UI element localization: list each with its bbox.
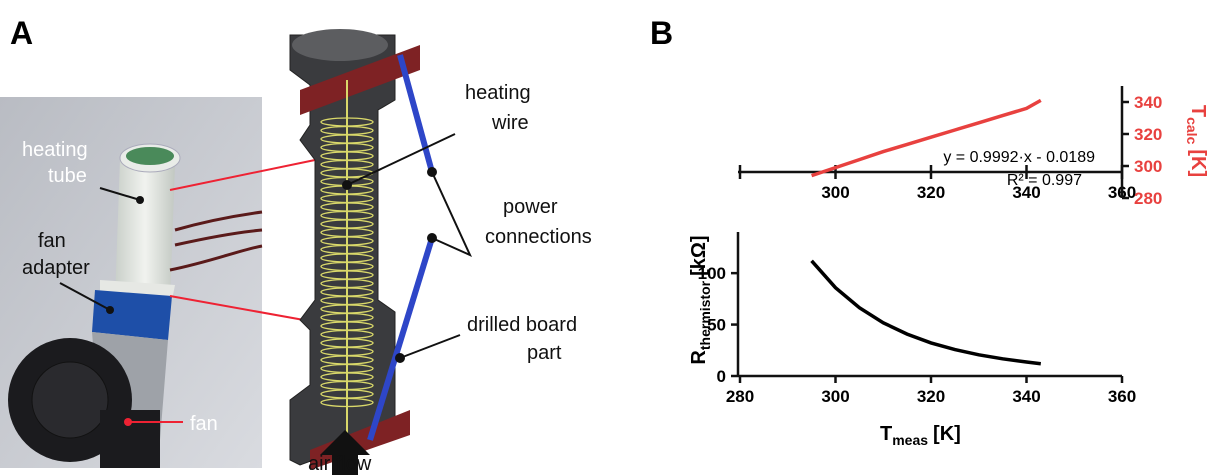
label: heating [465, 82, 531, 104]
label: part [527, 342, 562, 364]
leader-dot [106, 306, 114, 314]
leader-dot [427, 233, 437, 243]
y-tick-label: 320 [1134, 125, 1162, 144]
title-main: T [1187, 105, 1209, 117]
y-tick-label: 340 [1134, 93, 1162, 112]
title-unit: [K] [933, 423, 961, 445]
x-tick-label: 360 [1108, 387, 1136, 406]
x-tick-label: 340 [1012, 387, 1040, 406]
tube-board [126, 147, 174, 165]
title-unit: [K] [1187, 149, 1209, 177]
x-axis-title: Tmeas [K] [880, 423, 961, 448]
y-tick-label: 0 [717, 367, 726, 386]
annotation: y = 0.9992·x - 0.0189 [943, 149, 1095, 166]
y-tick-label: 300 [1134, 157, 1162, 176]
title-sub: meas [892, 432, 928, 448]
label: fan [190, 413, 218, 435]
x-tick-label: 340 [1012, 183, 1040, 202]
x-tick-label: 320 [917, 183, 945, 202]
leader-dot [342, 180, 352, 190]
label: adapter [22, 257, 90, 279]
data-line [812, 261, 1041, 364]
panel-label: A [10, 15, 33, 51]
label: connections [485, 226, 592, 248]
leader-dot [124, 418, 132, 426]
label: drilled board [467, 314, 577, 336]
housing-rim [292, 29, 388, 61]
title-main: T [880, 423, 892, 445]
tube [115, 160, 175, 300]
adapter-band [92, 290, 172, 340]
label: heating [22, 139, 88, 161]
label: air flow [308, 453, 372, 475]
title-main: R [688, 350, 710, 365]
figure: A B heating tube fan adapter fan [0, 0, 1224, 476]
label: fan [38, 230, 66, 252]
leader-dot [136, 196, 144, 204]
y-axis-title: Tcalc [K] [1184, 105, 1209, 177]
x-tick-label: 300 [821, 387, 849, 406]
label: power [503, 196, 558, 218]
x-tick-label: 280 [726, 387, 754, 406]
panel-label: B [650, 15, 673, 51]
y-tick-label: 100 [698, 264, 726, 283]
leader-dot [395, 353, 405, 363]
diagram [290, 29, 432, 470]
x-tick-label: 320 [917, 387, 945, 406]
leader-dot [427, 167, 437, 177]
label: tube [48, 165, 87, 187]
x-tick-label: 300 [821, 183, 849, 202]
title-sub: calc [1184, 117, 1200, 144]
fan-hub [32, 362, 108, 438]
label: wire [491, 112, 529, 134]
y-tick-label: 50 [707, 316, 726, 335]
y-axis-title: Rthermistor[kΩ] [688, 235, 713, 364]
y-tick-label: 280 [1134, 189, 1162, 208]
rod [400, 55, 432, 172]
